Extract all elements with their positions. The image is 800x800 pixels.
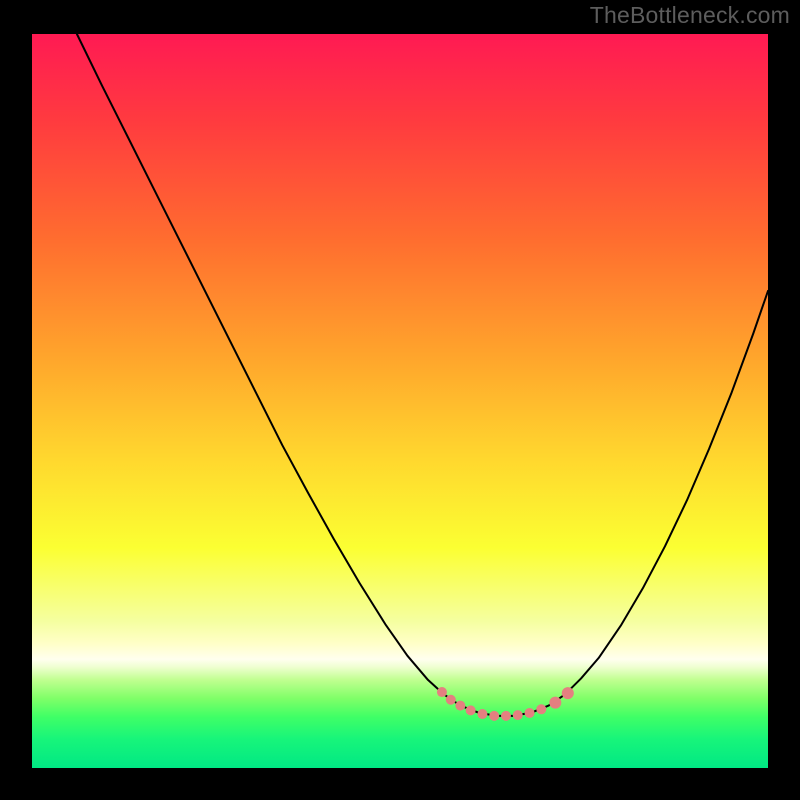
chart-container: TheBottleneck.com	[0, 0, 800, 800]
trough-marker	[562, 687, 574, 699]
trough-marker	[477, 709, 487, 719]
trough-marker	[489, 711, 499, 721]
chart-svg	[0, 0, 800, 800]
trough-marker	[437, 687, 447, 697]
trough-marker	[525, 708, 535, 718]
trough-marker	[466, 705, 476, 715]
trough-marker	[536, 704, 546, 714]
trough-marker	[446, 695, 456, 705]
plot-area	[32, 34, 768, 768]
trough-marker	[549, 697, 561, 709]
trough-marker	[455, 701, 465, 711]
trough-marker	[513, 710, 523, 720]
trough-marker	[501, 711, 511, 721]
